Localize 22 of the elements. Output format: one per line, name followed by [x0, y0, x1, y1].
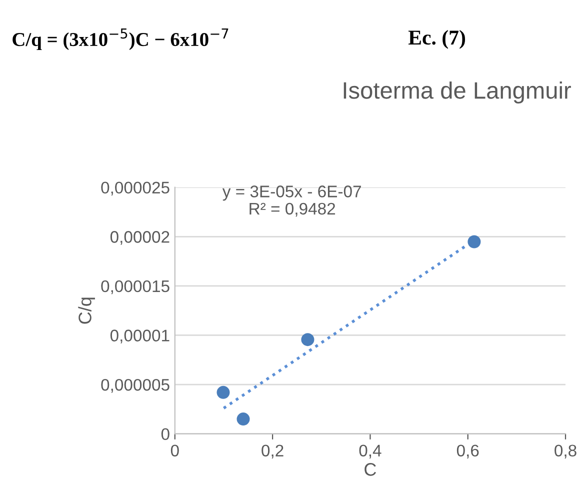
y-tick-label: 0: [161, 428, 170, 440]
chart-title: Isoterma de Langmuir: [344, 81, 571, 104]
point: [301, 333, 314, 346]
y-tick-label: 0,000025: [101, 182, 170, 196]
point: [236, 412, 250, 426]
point: [468, 235, 481, 248]
x-tick-label: 0,4: [359, 444, 382, 458]
text: C/q = (3x10$^{−5}$)C − 6x10$^{−7}$: [12, 28, 228, 50]
x-tick-label: 0,6: [456, 444, 479, 458]
y-tick-label: 0,000005: [101, 378, 170, 393]
point: [216, 386, 230, 399]
text: Ec. (7): [408, 30, 466, 49]
y-axis-title: C/q: [78, 298, 95, 324]
x-tick-label: 0,2: [262, 444, 284, 458]
y-tick-label: 0,00002: [110, 231, 170, 245]
x-tick-label: 0,8: [554, 444, 576, 458]
y-tick-label: 0,000015: [101, 280, 170, 294]
annotation: R² = 0,9482: [250, 202, 336, 217]
y-tick-label: 0,00001: [110, 330, 170, 344]
annotation: y = 3E-05x - 6E-07: [222, 186, 361, 201]
x-tick-label: 0: [170, 444, 179, 456]
x-axis-title: C: [364, 463, 376, 476]
